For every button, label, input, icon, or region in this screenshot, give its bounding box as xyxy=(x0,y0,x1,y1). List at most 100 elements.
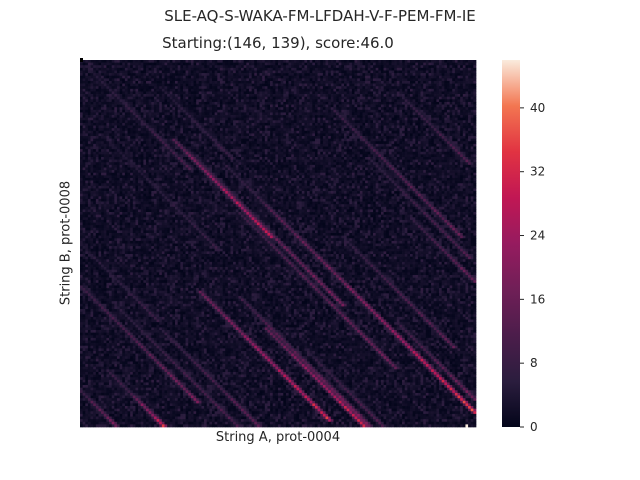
heatmap-cell xyxy=(177,122,181,126)
heatmap-cell xyxy=(404,130,408,134)
heatmap-cell xyxy=(325,104,329,108)
heatmap-cell xyxy=(119,86,123,90)
heatmap-cell xyxy=(365,143,369,147)
heatmap-cell xyxy=(420,130,424,134)
heatmap-cell xyxy=(190,75,194,79)
heatmap-cell xyxy=(383,99,387,103)
heatmap-cell xyxy=(404,125,408,129)
heatmap-cell xyxy=(241,130,245,134)
heatmap-cell xyxy=(346,65,350,69)
heatmap-cell xyxy=(370,128,374,132)
heatmap-cell xyxy=(446,88,450,92)
heatmap-cell xyxy=(296,120,300,124)
heatmap-cell xyxy=(338,62,342,66)
heatmap-cell xyxy=(299,62,303,66)
heatmap-cell xyxy=(460,75,464,79)
heatmap-cell xyxy=(98,70,102,74)
heatmap-cell xyxy=(190,88,194,92)
heatmap-cell xyxy=(95,128,99,132)
heatmap-cell xyxy=(217,138,221,142)
heatmap-cell xyxy=(182,104,186,108)
heatmap-cell xyxy=(243,104,247,108)
heatmap-cell xyxy=(182,101,186,105)
heatmap-cell xyxy=(272,136,276,139)
heatmap-cell xyxy=(336,122,340,126)
heatmap-cell xyxy=(146,73,149,77)
heatmap-cell xyxy=(172,117,176,121)
heatmap-cell xyxy=(209,104,213,108)
heatmap-cell xyxy=(98,94,102,98)
heatmap-cell xyxy=(365,104,369,108)
heatmap-cell xyxy=(177,125,181,129)
heatmap-cell xyxy=(111,125,115,129)
heatmap-cell xyxy=(330,73,334,77)
heatmap-cell xyxy=(127,138,131,142)
heatmap-cell xyxy=(264,62,268,66)
heatmap-cell xyxy=(291,130,295,134)
heatmap-cell xyxy=(217,75,221,79)
heatmap-cell xyxy=(172,99,176,103)
heatmap-cell xyxy=(433,88,437,92)
heatmap-cell xyxy=(399,109,403,113)
heatmap-cell xyxy=(444,75,448,79)
heatmap-cell xyxy=(336,65,340,69)
heatmap-cell xyxy=(386,86,390,90)
heatmap-cell xyxy=(328,70,332,74)
heatmap-cell xyxy=(304,115,308,119)
heatmap-cell xyxy=(341,136,345,139)
heatmap-cell xyxy=(354,83,358,87)
heatmap-cell xyxy=(175,62,179,66)
heatmap-cell xyxy=(293,86,297,90)
heatmap-cell xyxy=(272,73,276,77)
heatmap-cell xyxy=(201,86,205,90)
heatmap-cell xyxy=(135,125,139,129)
heatmap-cell xyxy=(299,99,303,103)
heatmap-cell xyxy=(423,107,427,111)
heatmap-cell xyxy=(383,78,387,82)
heatmap-cell xyxy=(196,96,200,100)
heatmap-cell xyxy=(410,88,413,92)
heatmap-cell xyxy=(204,94,208,98)
heatmap-cell xyxy=(338,101,342,105)
heatmap-cell xyxy=(256,78,260,82)
heatmap-cell xyxy=(190,117,194,121)
heatmap-cell xyxy=(470,133,474,137)
heatmap-cell xyxy=(344,128,347,132)
heatmap-cell xyxy=(259,101,263,105)
heatmap-cell xyxy=(95,101,99,105)
heatmap-cell xyxy=(336,67,340,71)
heatmap-cell xyxy=(243,78,247,82)
heatmap-cell xyxy=(454,78,458,82)
heatmap-cell xyxy=(109,136,113,139)
heatmap-cell xyxy=(214,101,218,105)
heatmap-cell xyxy=(161,75,165,79)
heatmap-cell xyxy=(230,83,234,87)
heatmap-cell xyxy=(378,115,382,119)
heatmap-cell xyxy=(354,96,358,100)
heatmap-cell xyxy=(93,62,97,66)
heatmap-cell xyxy=(82,67,86,71)
heatmap-cell xyxy=(280,67,284,71)
heatmap-cell xyxy=(180,107,184,111)
heatmap-cell xyxy=(415,67,419,71)
heatmap-cell xyxy=(248,122,252,126)
heatmap-cell xyxy=(172,83,176,87)
heatmap-cell xyxy=(109,117,113,121)
heatmap-cell xyxy=(283,70,287,74)
heatmap-cell xyxy=(378,128,382,132)
heatmap-cell xyxy=(119,115,123,119)
heatmap-cell xyxy=(278,96,281,100)
heatmap-cell xyxy=(291,67,295,71)
heatmap-cell xyxy=(291,115,295,119)
heatmap-cell xyxy=(314,128,318,132)
heatmap-cell xyxy=(425,86,429,90)
heatmap-cell xyxy=(452,101,456,105)
heatmap-cell xyxy=(362,78,366,82)
heatmap-cell xyxy=(346,96,350,100)
heatmap-cell xyxy=(182,73,186,77)
heatmap-cell xyxy=(465,107,469,111)
heatmap-cell xyxy=(370,115,374,119)
heatmap-cell xyxy=(349,104,353,108)
heatmap-cell xyxy=(243,107,247,111)
heatmap-cell xyxy=(151,86,155,90)
